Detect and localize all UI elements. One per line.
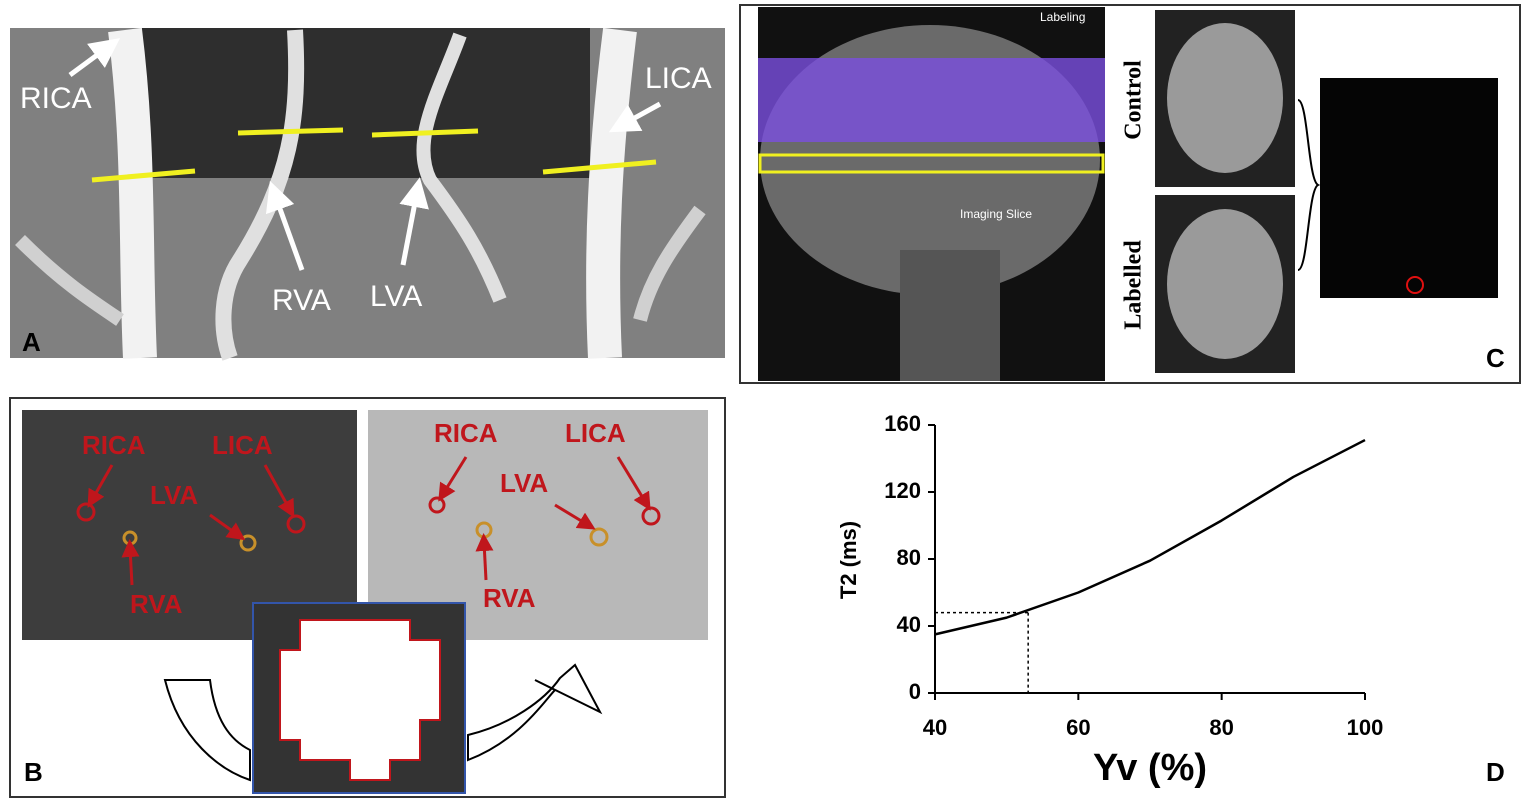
- vessel-label: RVA: [483, 583, 536, 613]
- roi-circle: [1406, 276, 1424, 294]
- red-arrows: [87, 456, 651, 586]
- vessel: [215, 29, 305, 361]
- vessel: [633, 205, 706, 322]
- brain-axial: [1167, 23, 1283, 173]
- vessel-label: LICA: [212, 430, 273, 460]
- vessel-label: RICA: [82, 430, 146, 460]
- vessel: [15, 235, 124, 326]
- roi-zoom: [279, 619, 441, 781]
- imaging-slice: [758, 153, 1105, 174]
- magnitude-image: [22, 410, 357, 640]
- x-tick-label: 100: [1347, 715, 1384, 740]
- perfusion-map: [1320, 78, 1498, 298]
- vessel: [108, 27, 157, 359]
- vessel-label: RICA: [20, 82, 92, 115]
- brainstem: [900, 250, 1000, 381]
- x-axis-label: Yv (%): [1093, 747, 1207, 789]
- curved-arrow: [163, 679, 251, 782]
- vessel: [416, 32, 507, 303]
- panel-a: [10, 27, 725, 361]
- vessel-label: LVA: [370, 280, 422, 313]
- y-tick-label: 0: [909, 679, 921, 704]
- vessel-label: LVA: [500, 468, 548, 498]
- curved-arrow: [467, 663, 603, 762]
- brace: [1297, 99, 1321, 271]
- brain-axial: [1167, 209, 1283, 359]
- panel-c: [739, 4, 1521, 384]
- y-tick-label: 40: [897, 612, 921, 637]
- x-tick-label: 80: [1209, 715, 1233, 740]
- y-tick-label: 160: [884, 411, 921, 436]
- vessel-label: RVA: [272, 284, 331, 317]
- panel-b: [9, 397, 726, 798]
- row-label: Labelled: [1121, 240, 1147, 330]
- vessel-rois: [76, 496, 661, 552]
- panel-label: A: [22, 327, 41, 357]
- panel-label: D: [1486, 757, 1505, 787]
- arrows: [68, 38, 662, 271]
- y-tick-label: 120: [884, 478, 921, 503]
- annotation: Imaging Slice: [960, 207, 1032, 221]
- vessel-label: RICA: [434, 418, 498, 448]
- y-axis-label: T2 (ms): [836, 521, 861, 599]
- curve: [934, 438, 1366, 636]
- vessel-label: LICA: [565, 418, 626, 448]
- x-tick-label: 40: [923, 715, 947, 740]
- x-tick-label: 60: [1066, 715, 1090, 740]
- y-tick-label: 80: [897, 545, 921, 570]
- row-label: Control: [1121, 60, 1147, 140]
- dark-region: [140, 28, 590, 178]
- vessel-label: RVA: [130, 589, 183, 619]
- labeling-band: [758, 58, 1105, 142]
- panel-label: C: [1486, 343, 1505, 373]
- vessel-label: LVA: [150, 480, 198, 510]
- vessel: [586, 27, 637, 359]
- vessel-label: LICA: [645, 62, 712, 95]
- panel-label: B: [24, 757, 43, 787]
- annotation: Labeling: [1040, 10, 1085, 24]
- yellow-lines: [91, 127, 657, 183]
